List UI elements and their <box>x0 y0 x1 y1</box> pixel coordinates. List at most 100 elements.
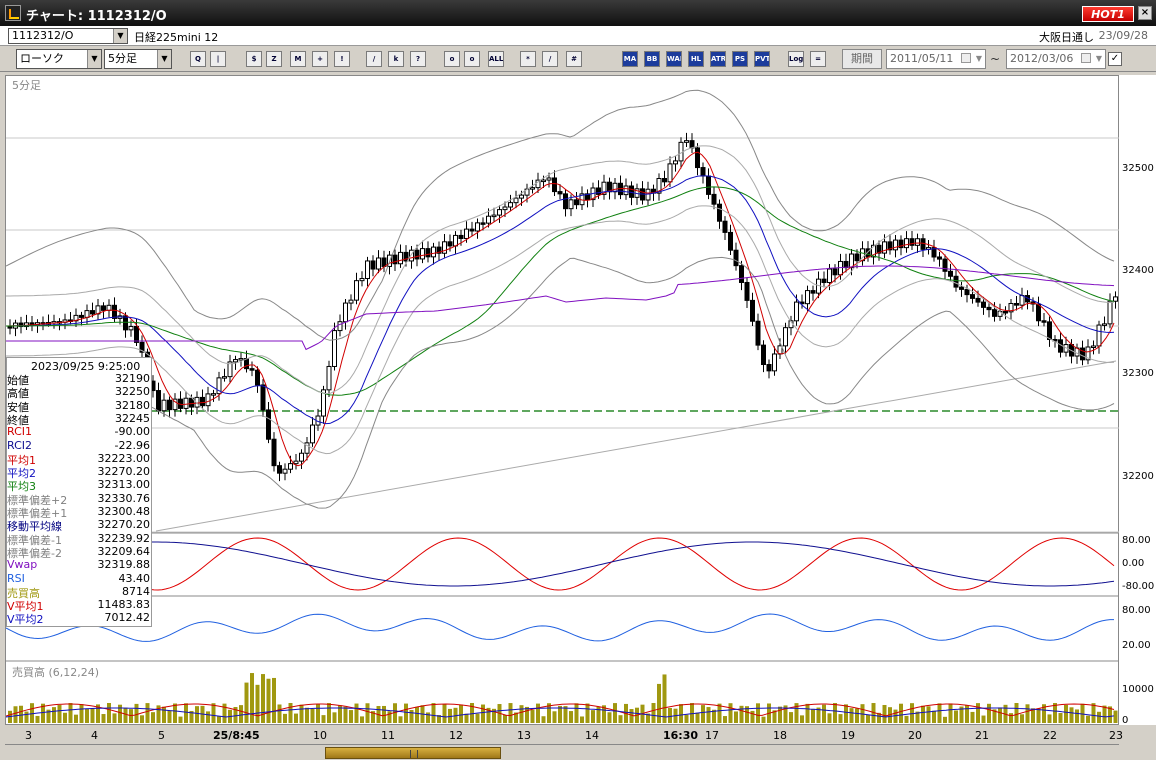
candle-body <box>1019 295 1025 306</box>
log-button[interactable]: Log <box>788 51 804 67</box>
candle-body <box>134 325 139 343</box>
ma3-line <box>6 186 1115 396</box>
compare-icon[interactable]: $ <box>246 51 262 67</box>
volume-bar <box>475 713 480 723</box>
volume-bar <box>52 707 56 723</box>
candle-body <box>1080 347 1085 361</box>
volume-bar <box>970 711 975 723</box>
bb-button[interactable]: BB <box>644 51 660 67</box>
edit-icon[interactable]: / <box>542 51 558 67</box>
chart-type-select[interactable]: ローソク ▼ <box>16 49 102 69</box>
alert-icon[interactable]: ! <box>334 51 350 67</box>
bb-lower-line <box>5 256 1115 509</box>
line-tool-icon[interactable]: / <box>366 51 382 67</box>
symbol-select[interactable]: 1112312/O ▼ <box>8 28 128 44</box>
to-date-input[interactable]: 2012/03/06 ▼ <box>1006 49 1106 69</box>
candle-body <box>909 238 915 246</box>
candle-body <box>832 268 838 276</box>
volume-bar <box>618 715 623 723</box>
volume-bar <box>866 714 870 723</box>
ps-button[interactable]: PS <box>732 51 748 67</box>
candle-body <box>810 290 816 294</box>
ma-button[interactable]: MA <box>622 51 638 67</box>
candle-body <box>282 468 288 474</box>
candle-body <box>882 241 887 254</box>
interval-value: 5分足 <box>108 52 137 65</box>
volume-bar <box>448 708 452 723</box>
horizontal-scrollbar[interactable] <box>5 744 1119 760</box>
volume-bar <box>244 682 249 723</box>
atr-button[interactable]: ATR <box>710 51 726 67</box>
volume-bar <box>233 707 238 723</box>
chart-area[interactable]: 5分足 売買高 (6,12,24) <box>5 75 1120 726</box>
candle-body <box>937 256 942 260</box>
volume-bar <box>360 716 364 723</box>
chevron-down-icon[interactable]: ▼ <box>87 50 101 68</box>
period-button[interactable]: 期間 <box>842 49 882 69</box>
calendar-icon[interactable] <box>961 53 971 63</box>
candle-body <box>876 244 882 254</box>
candle-body <box>519 194 524 199</box>
chevron-down-icon[interactable]: ▼ <box>975 54 983 63</box>
volume-bar <box>206 711 210 723</box>
data-row: V平均1 11483.83 <box>7 598 153 613</box>
volume-bar <box>965 705 969 723</box>
candle-body <box>942 258 948 272</box>
candle-a-icon[interactable]: o <box>444 51 460 67</box>
zoom-icon[interactable]: Q <box>190 51 206 67</box>
chevron-down-icon[interactable]: ▼ <box>1095 54 1103 63</box>
arrow-icon[interactable]: k <box>388 51 404 67</box>
candle-body <box>755 320 761 346</box>
candle-body <box>167 399 172 411</box>
chevron-down-icon[interactable]: ▼ <box>113 29 127 43</box>
candle-body <box>1107 300 1113 325</box>
color-icon[interactable]: # <box>566 51 582 67</box>
text-icon[interactable]: ? <box>410 51 426 67</box>
all-icon[interactable]: ALL <box>488 51 504 67</box>
close-icon[interactable]: × <box>1138 6 1152 20</box>
volume-bar <box>739 705 744 723</box>
candle-body <box>370 260 376 270</box>
settings-icon[interactable]: * <box>520 51 536 67</box>
volume-bar <box>530 709 535 723</box>
scrollbar-thumb[interactable] <box>325 747 501 759</box>
date-tick: 12 <box>449 729 463 742</box>
volume-bar <box>827 713 832 723</box>
calendar-icon[interactable] <box>1081 53 1091 63</box>
volume-bar <box>596 706 601 723</box>
candle-body <box>557 191 563 195</box>
grid-icon[interactable]: = <box>810 51 826 67</box>
candle-body <box>959 286 964 290</box>
volume-bar <box>706 707 711 723</box>
cursor-icon[interactable]: | <box>210 51 226 67</box>
volume-bar <box>822 704 826 723</box>
vol-ma1-line <box>5 703 1115 717</box>
period-checkbox[interactable]: ✓ <box>1108 52 1122 66</box>
candle-body <box>1003 310 1008 314</box>
volume-bar <box>992 709 997 723</box>
volume-bar <box>668 708 672 723</box>
volume-bar <box>387 711 392 723</box>
zoom-in-icon[interactable]: Z <box>266 51 282 67</box>
candle-body <box>469 228 475 232</box>
volume-bar <box>13 706 18 723</box>
period-icon[interactable]: M <box>290 51 306 67</box>
data-label: 高値 <box>7 387 29 401</box>
volume-bar <box>838 714 843 723</box>
volume-bar <box>211 703 216 723</box>
interval-select[interactable]: 5分足 ▼ <box>104 49 172 69</box>
chevron-down-icon[interactable]: ▼ <box>157 50 171 68</box>
chart-canvas[interactable]: 5分足 売買高 (6,12,24) <box>5 76 1120 726</box>
hl-button[interactable]: HL <box>688 51 704 67</box>
price-tick: 32400 <box>1122 265 1154 276</box>
from-date-input[interactable]: 2011/05/11 ▼ <box>886 49 986 69</box>
data-label: 平均1 <box>7 453 36 467</box>
hot-button[interactable]: HOT1 <box>1082 6 1134 22</box>
volume-bar <box>574 703 579 723</box>
wae-button[interactable]: WAE <box>666 51 682 67</box>
data-value: 32270.20 <box>97 518 151 532</box>
add-icon[interactable]: + <box>312 51 328 67</box>
candle-b-icon[interactable]: o <box>464 51 480 67</box>
pvt-button[interactable]: PVT <box>754 51 770 67</box>
candle-body <box>986 306 992 311</box>
